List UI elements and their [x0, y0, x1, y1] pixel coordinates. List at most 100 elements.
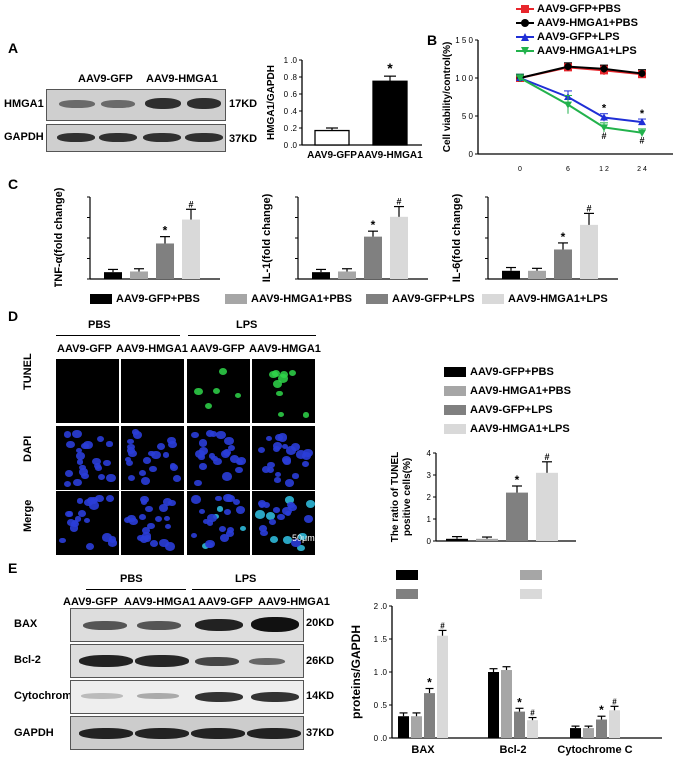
nucleus	[162, 452, 169, 458]
nucleus	[124, 517, 132, 524]
legend-item	[396, 569, 422, 581]
nucleus	[193, 479, 202, 487]
micrograph-tile	[121, 426, 184, 490]
nucleus	[95, 494, 104, 503]
panel-label-d: D	[8, 308, 19, 324]
nucleus	[81, 442, 90, 450]
nucleus	[235, 458, 244, 466]
nucleus	[132, 429, 139, 435]
bar	[411, 716, 422, 738]
nucleus	[269, 519, 276, 526]
nucleus	[66, 519, 75, 526]
nucleus	[190, 532, 198, 539]
bar	[506, 492, 528, 541]
significance-mark: *	[517, 695, 522, 709]
nucleus	[155, 516, 163, 523]
micrograph-tile	[121, 359, 184, 423]
significance-mark: #	[188, 199, 193, 209]
blot-kd-label: 17KD	[229, 98, 258, 110]
bar	[398, 716, 409, 738]
legend-item	[520, 569, 546, 581]
nucleus	[173, 475, 182, 482]
y-axis-label: proteins/GAPDH	[349, 625, 363, 719]
significance-mark: #	[601, 131, 606, 141]
legend-item: AAV9-GFP+PBS	[516, 3, 621, 15]
y-tick-label: 1 .0	[284, 56, 298, 65]
significance-mark: *	[561, 230, 566, 244]
nucleus	[149, 465, 158, 473]
y-tick-label: 1 .0	[374, 668, 388, 677]
nucleus	[159, 504, 169, 513]
data-point	[564, 63, 572, 71]
nucleus	[207, 514, 217, 522]
y-tick-label: 0 .4	[284, 107, 298, 116]
nucleus	[285, 496, 295, 504]
micrograph-tile	[187, 359, 250, 423]
nucleus	[164, 516, 171, 522]
nucleus	[63, 431, 72, 439]
significance-mark: *	[599, 703, 604, 717]
blot-strip-gapdh	[70, 716, 304, 750]
nucleus	[79, 468, 88, 476]
bar	[390, 216, 408, 279]
nucleus	[271, 369, 281, 377]
y-tick-label: 2 .0	[374, 602, 388, 611]
nucleus	[132, 430, 142, 439]
blot-row-label: GAPDH	[4, 131, 44, 143]
micrograph-tile	[252, 491, 315, 555]
nucleus	[277, 433, 287, 442]
row-label: DAPI	[22, 435, 34, 462]
bar	[583, 728, 594, 738]
blot-kd-label: 26KD	[306, 655, 335, 667]
nucleus	[219, 534, 229, 542]
nucleus	[212, 388, 220, 395]
nucleus	[235, 466, 243, 474]
nucleus	[143, 457, 151, 464]
nucleus	[146, 522, 155, 530]
data-point	[638, 69, 646, 77]
nucleus	[168, 440, 177, 449]
nucleus	[227, 444, 235, 451]
nucleus	[193, 387, 203, 396]
chart-e: 0 .0 0 .5 1 .0 1 .5 2 .0 * # BAX * # Bcl-2 * # Cytoch…	[349, 602, 662, 756]
bar	[130, 271, 148, 279]
nucleus	[266, 461, 275, 469]
micrograph-tile	[252, 359, 315, 423]
y-tick-label: 2	[427, 493, 432, 502]
group-label: LPS	[236, 319, 258, 331]
nucleus	[274, 476, 281, 483]
significance-mark: #	[396, 197, 401, 207]
nucleus	[277, 374, 288, 383]
nucleus	[216, 430, 227, 440]
nucleus	[261, 465, 271, 473]
panel-label-c: C	[8, 176, 19, 192]
nucleus	[191, 432, 199, 439]
data-point	[600, 65, 608, 73]
nucleus	[229, 455, 239, 463]
nucleus	[286, 446, 296, 455]
x-tick-label: AAV9-GFP	[307, 150, 357, 161]
bar	[501, 670, 512, 738]
x-tick-label: Bcl-2	[500, 744, 527, 756]
bar	[476, 538, 498, 541]
blot-strip-cytc	[70, 680, 304, 714]
blot-strip-bcl2	[70, 644, 304, 678]
blot-kd-label: 14KD	[306, 690, 335, 702]
nucleus	[223, 437, 234, 446]
nucleus	[303, 514, 313, 523]
nucleus	[150, 540, 159, 547]
chart-d: 0 1 2 3 4 * # The ratio of TUNEL positive cells(…	[390, 449, 576, 546]
nucleus	[125, 460, 133, 467]
nucleus	[276, 390, 284, 397]
data-point	[638, 129, 646, 137]
group-label: PBS	[88, 319, 111, 331]
nucleus	[77, 459, 84, 465]
nucleus	[164, 523, 172, 530]
data-point	[638, 118, 646, 126]
significance-mark: *	[427, 676, 432, 690]
nucleus	[139, 514, 147, 520]
nucleus	[170, 464, 179, 472]
nucleus	[302, 452, 312, 461]
nucleus	[232, 498, 241, 506]
